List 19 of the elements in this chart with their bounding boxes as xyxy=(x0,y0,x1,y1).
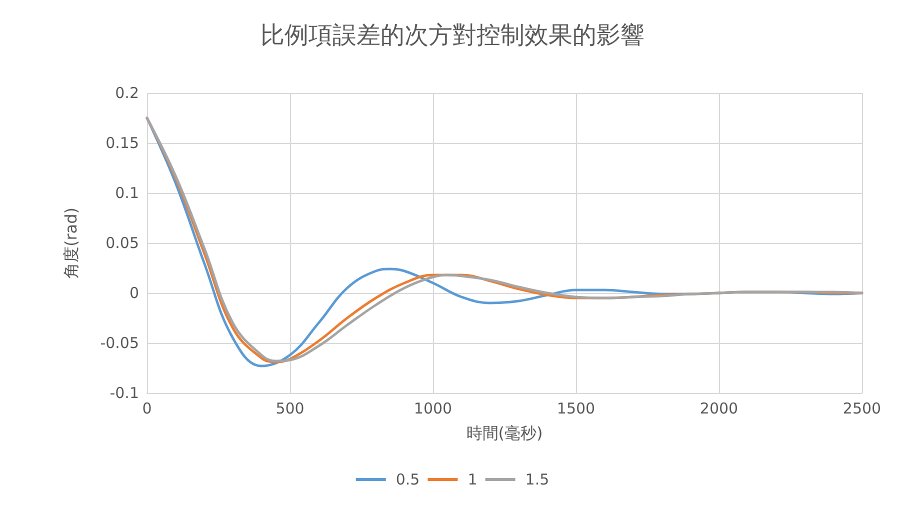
y-tick-label: 0.05 xyxy=(106,234,139,252)
x-tick-label: 0 xyxy=(142,400,152,418)
x-tick-label: 1000 xyxy=(414,400,452,418)
y-tick-label: -0.05 xyxy=(100,334,139,352)
x-tick-label: 500 xyxy=(276,400,304,418)
chart-title: 比例項誤差的次方對控制效果的影響 xyxy=(260,21,644,49)
y-tick-label: -0.1 xyxy=(110,384,139,402)
y-axis-title: 角度(rad) xyxy=(62,207,80,279)
legend-label: 1 xyxy=(468,470,478,488)
x-tick-label: 1500 xyxy=(556,400,596,418)
x-tick-label: 2500 xyxy=(842,400,882,418)
legend-label: 0.5 xyxy=(396,470,420,488)
x-tick-label: 2000 xyxy=(700,400,738,418)
y-tick-label: 0.2 xyxy=(115,84,139,102)
legend-label: 1.5 xyxy=(525,470,550,488)
y-tick-label: 0.1 xyxy=(115,184,139,202)
y-tick-label: 0.15 xyxy=(106,134,139,152)
x-axis-title: 時間(毫秒) xyxy=(466,424,543,442)
y-tick-label: 0 xyxy=(129,284,139,302)
